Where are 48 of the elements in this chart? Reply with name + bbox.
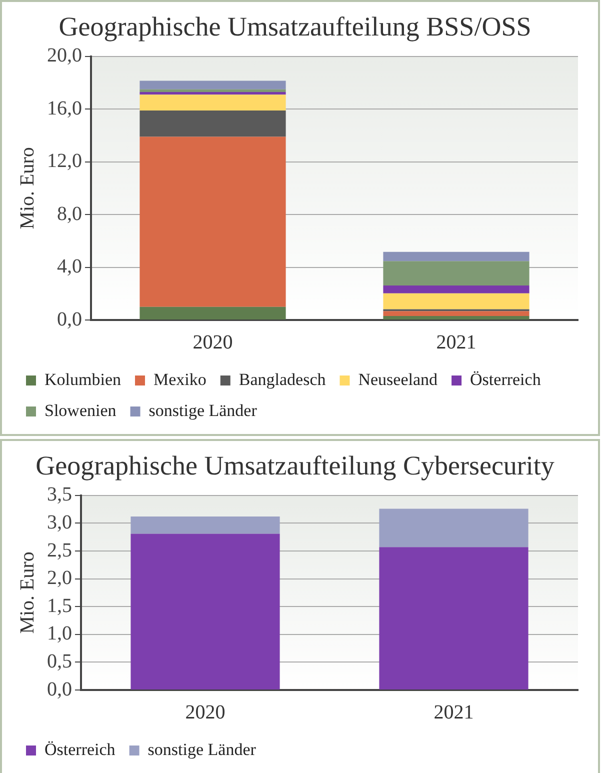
bar: [383, 311, 530, 316]
y-tick-label: 2,5: [47, 539, 72, 562]
y-tick-label: 1,0: [47, 622, 72, 645]
x-tick-label: 2021: [434, 701, 474, 724]
x-tick-label: 2020: [185, 701, 226, 724]
chart-title: Geographische Umsatzaufteilung BSS/OSS: [58, 11, 532, 42]
y-tick-label: 3,0: [47, 511, 72, 534]
bar: [383, 285, 530, 294]
bar: [383, 261, 530, 286]
legend-label: Österreich: [470, 370, 542, 389]
x-tick-label: 2020: [192, 331, 233, 354]
y-tick-label: 12,0: [47, 150, 82, 172]
y-tick-label: 20,0: [47, 44, 82, 67]
bar: [383, 293, 530, 310]
bar: [140, 94, 286, 110]
y-tick-label: 1,5: [47, 594, 72, 617]
chart-title: Geographische Umsatzaufteilung Cybersecurity: [36, 450, 555, 480]
y-tick-label: 2,0: [47, 567, 72, 590]
bar: [379, 508, 528, 548]
y-tick-label: 4,0: [57, 256, 82, 278]
y-tick-label: 0,0: [57, 308, 82, 330]
bar: [140, 92, 286, 95]
legend-label: Kolumbien: [44, 370, 122, 389]
bar: [383, 316, 530, 320]
bar: [140, 80, 286, 90]
y-tick-label: 16,0: [47, 97, 82, 120]
legend-label: Mexiko: [153, 370, 206, 389]
y-axis-title: Mio. Euro: [16, 147, 38, 230]
bar: [140, 136, 286, 307]
bar: [130, 516, 280, 534]
legend-label: sonstige Länder: [148, 740, 256, 759]
bar: [379, 547, 528, 690]
legend-label: Neuseeland: [358, 370, 438, 389]
legend-label: Slowenien: [44, 400, 117, 420]
bar: [140, 306, 286, 320]
bar: [140, 89, 286, 92]
legend-label: Bangladesch: [238, 370, 326, 389]
y-tick-label: 0,5: [47, 650, 72, 672]
y-tick-label: 0,0: [47, 678, 72, 700]
bar: [383, 252, 530, 262]
y-tick-label: 8,0: [57, 202, 82, 225]
bar: [140, 110, 286, 137]
legend-label: sonstige Länder: [148, 400, 258, 420]
x-tick-label: 2021: [436, 331, 476, 354]
bar: [130, 534, 280, 690]
y-axis-title: Mio. Euro: [16, 552, 38, 634]
y-tick-label: 3,5: [47, 484, 72, 506]
legend-label: Österreich: [44, 740, 116, 759]
